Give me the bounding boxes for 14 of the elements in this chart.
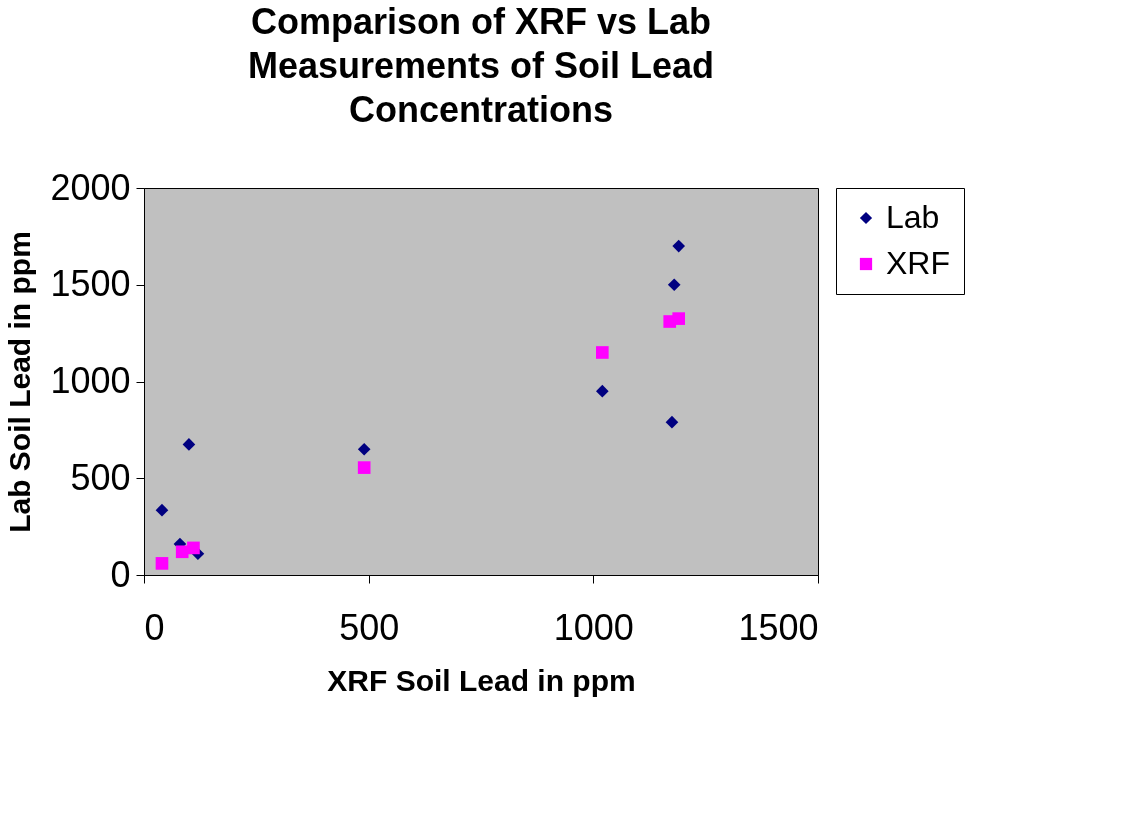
x-axis-title: XRF Soil Lead in ppm (327, 663, 636, 697)
y-tick-label: 500 (70, 456, 131, 498)
y-tick-label: 0 (110, 553, 131, 595)
legend-label: Lab (886, 199, 940, 235)
legend-label: XRF (886, 245, 950, 281)
y-axis-title: Lab Soil Lead in ppm (3, 231, 37, 533)
y-tick-label: 1000 (50, 360, 131, 401)
chart-title: Comparison of XRF vs Lab Measurements of Soil Lead Concentrations (247, 1, 715, 130)
y-tick-label: 2000 (50, 166, 131, 208)
x-tick-label: 1500 (738, 606, 819, 648)
x-tick-label: 0 (144, 606, 165, 648)
x-tick-label: 500 (339, 606, 400, 648)
x-tick-label: 1000 (553, 606, 634, 648)
y-tick-label: 1500 (50, 263, 131, 305)
